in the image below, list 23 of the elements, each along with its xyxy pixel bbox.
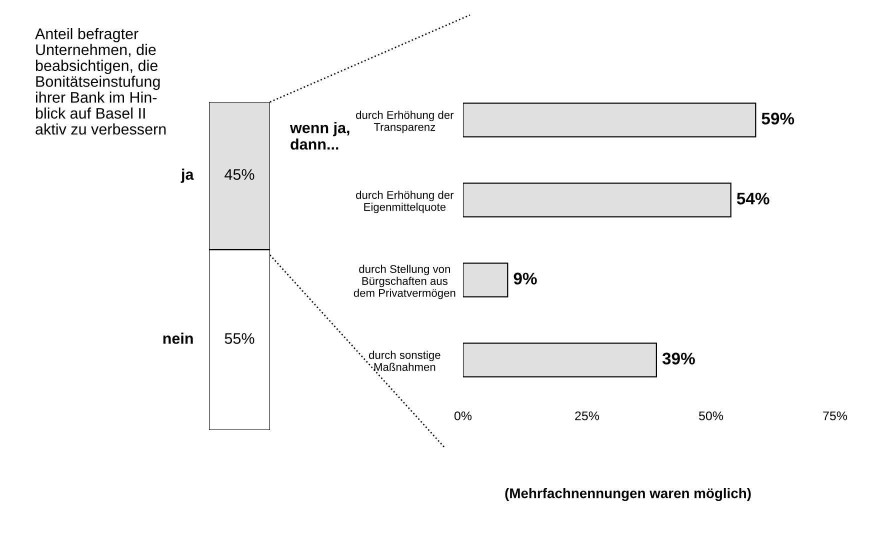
bar bbox=[463, 262, 508, 298]
bar bbox=[463, 182, 732, 218]
text: (Mehrfachnennungen waren möglich) bbox=[505, 488, 751, 502]
x-tick-label: 75% bbox=[823, 411, 848, 420]
text: wenn ja, dann... bbox=[290, 122, 350, 150]
series-label: nein bbox=[163, 332, 193, 344]
chart-title: Anteil befragter Unternehmen, die beabsichtigen, die Bonitätseinstufung ihrer Bank im Hin- blick auf Basel II aktiv zu verbessern bbox=[35, 28, 166, 135]
x-tick-label: 50% bbox=[698, 411, 724, 420]
y-tick-label: durch Stellung von Bürgschaften aus dem Privatvermögen bbox=[354, 264, 456, 300]
y-tick-label: durch Erhöhung der Eigenmittelquote bbox=[356, 190, 454, 214]
data-label: 54% bbox=[736, 192, 770, 204]
data-label: 45% bbox=[224, 169, 254, 180]
x-tick-label: 25% bbox=[575, 411, 600, 420]
bar bbox=[463, 342, 657, 378]
x-tick-label: 0% bbox=[454, 411, 472, 420]
data-label: 39% bbox=[662, 352, 695, 364]
y-tick-label: durch sonstige Maßnahmen bbox=[369, 350, 440, 371]
bar bbox=[463, 102, 756, 138]
data-label: 55% bbox=[224, 333, 254, 344]
data-label: 59% bbox=[762, 112, 794, 124]
series-label: ja bbox=[180, 168, 194, 183]
data-label: 9% bbox=[514, 272, 537, 284]
y-tick-label: durch Erhöhung der Transparenz bbox=[356, 110, 454, 134]
